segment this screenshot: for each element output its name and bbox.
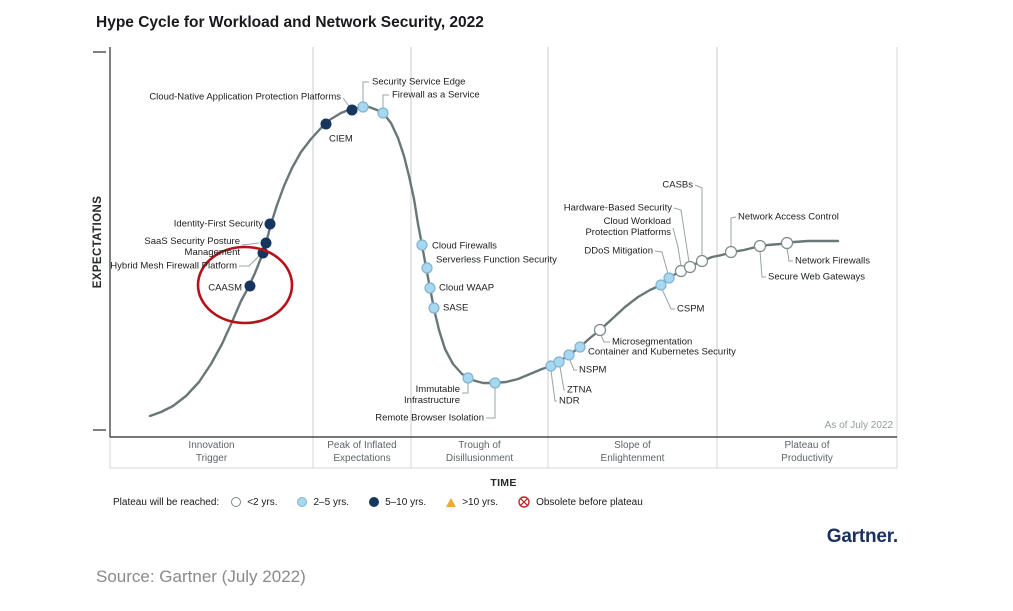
chart-title: Hype Cycle for Workload and Network Secu… <box>96 14 484 31</box>
legend-item-2-5yrs: 2–5 yrs. <box>297 497 349 508</box>
legend-item-label: 5–10 yrs. <box>385 496 427 508</box>
leader-line <box>550 370 557 402</box>
point-dot <box>416 239 428 251</box>
source-note: Source: Gartner (July 2022) <box>96 567 306 586</box>
gartner-logo: Gartner. <box>826 526 898 547</box>
obsolete-before-plateau-icon <box>518 496 530 508</box>
legend-item-obsolete: Obsolete before plateau <box>518 496 643 508</box>
leader-line <box>694 184 703 256</box>
legend-item-lt2yrs: <2 yrs. <box>231 497 277 508</box>
maturity-legend: Plateau will be reached: <2 yrs. 2–5 yrs… <box>113 496 663 508</box>
leader-line <box>759 250 766 278</box>
leader-line <box>672 227 682 267</box>
point-dot <box>424 282 436 294</box>
white-dot-icon <box>231 497 242 507</box>
leader-line <box>559 366 565 391</box>
legend-item-label: 2–5 yrs. <box>313 496 350 508</box>
point-dot <box>320 118 332 130</box>
legend-item-label: Obsolete before plateau <box>536 496 643 508</box>
leader-line <box>569 359 577 371</box>
point-dot <box>780 236 794 250</box>
phase-label-plateau-of-productivity: Plateau of Productivity <box>781 440 833 464</box>
leader-line <box>462 383 469 394</box>
point-dot <box>264 218 276 230</box>
point-dot <box>421 262 433 274</box>
point-dot <box>753 239 767 253</box>
point-dot <box>244 280 256 292</box>
leader-line <box>786 247 793 262</box>
leader-line <box>239 255 260 267</box>
point-dot <box>489 377 501 389</box>
point-dot <box>724 245 738 259</box>
point-dot <box>377 107 389 119</box>
point-dot <box>260 237 272 249</box>
legend-item-label: <2 yrs. <box>247 496 278 508</box>
legend-item-5-10yrs: 5–10 yrs. <box>369 497 426 508</box>
x-axis-label: TIME <box>490 477 517 489</box>
phase-label-slope-of-enlightenment: Slope of Enlightenment <box>600 440 665 464</box>
leader-line <box>382 94 389 108</box>
leader-line <box>730 216 737 247</box>
point-dot <box>593 323 607 337</box>
as-of-note: As of July 2022 <box>824 420 893 431</box>
point-dot <box>357 101 369 113</box>
point-dot <box>428 302 440 314</box>
leader-line <box>673 207 690 263</box>
point-dot <box>563 349 575 361</box>
point-dot <box>683 260 697 274</box>
legend-item-label: >10 yrs. <box>462 496 499 508</box>
point-dot <box>462 372 474 384</box>
point-dot <box>553 356 565 368</box>
point-dot <box>346 104 358 116</box>
leader-line <box>362 81 369 102</box>
phase-label-peak-of-inflated-expectations: Peak of Inflated Expectations <box>327 440 397 464</box>
leader-line <box>486 388 496 419</box>
legend-item-gt10yrs: >10 yrs. <box>446 497 498 508</box>
leader-line <box>661 288 675 310</box>
annotation-red-circle <box>196 245 294 325</box>
leader-line <box>241 242 260 246</box>
y-axis-label: EXPECTATIONS <box>92 195 104 289</box>
yellow-triangle-icon <box>446 497 457 507</box>
point-dot <box>663 272 675 284</box>
legend-prefix: Plateau will be reached: <box>113 496 220 508</box>
light-blue-dot-icon <box>297 497 308 507</box>
point-dot <box>695 254 709 268</box>
leader-line <box>600 334 610 343</box>
leader-line <box>342 97 350 107</box>
point-dot <box>655 279 667 291</box>
point-dot <box>574 341 586 353</box>
dark-blue-dot-icon <box>369 497 380 507</box>
leader-line <box>654 250 669 275</box>
phase-label-trough-of-disillusionment: Trough of Disillusionment <box>445 440 514 464</box>
phase-label-innovation-trigger: Innovation Trigger <box>188 440 235 464</box>
